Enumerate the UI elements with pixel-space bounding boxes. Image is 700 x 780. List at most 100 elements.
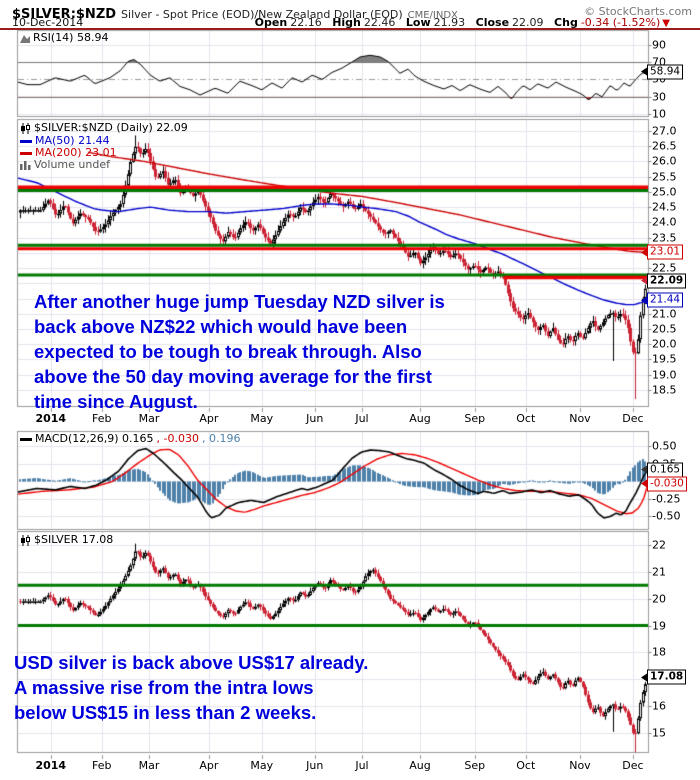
price-legend-label: $SILVER:$NZD (Daily) 22.09 — [34, 121, 188, 134]
x-axis-label: Apr — [199, 759, 219, 772]
ma200-legend-label: MA(200) 23.01 — [35, 146, 117, 159]
candlestick-icon — [21, 122, 30, 134]
x-axis-label: 2014 — [35, 412, 67, 425]
x-axis-label: Jun — [306, 412, 324, 425]
change-value: -0.34 (-1.52%) — [580, 16, 661, 29]
ma50-legend-label: MA(50) 21.44 — [35, 134, 110, 147]
price-label-box: 21.44 — [641, 292, 684, 308]
volume-legend: Volume undef — [20, 159, 110, 171]
price-label-box: 58.94 — [641, 64, 684, 80]
price-label-box: 22.09 — [641, 273, 687, 289]
y-axis-label: 19 — [652, 619, 666, 633]
y-axis-label: 26.5 — [652, 139, 677, 153]
y-axis-label: 20 — [652, 592, 666, 606]
left-arrow-icon — [641, 465, 647, 474]
ticker-description: Silver - Spot Price (EOD)/New Zealand Do… — [121, 8, 403, 21]
y-axis-label: 20.5 — [652, 322, 677, 336]
axis-value-label: 17.08 — [647, 669, 687, 685]
y-axis-label: 24.0 — [652, 215, 677, 229]
y-axis-label: 23.5 — [652, 231, 677, 245]
quote-strip: Open 22.16 High 22.46 Low 21.93 Close 22.09 … — [248, 16, 670, 29]
x-axis-label: Apr — [199, 412, 219, 425]
macd-legend-label: MACD(12,26,9) 0.165 — [35, 432, 154, 445]
chart-header: $SILVER:$NZD Silver - Spot Price (EOD)/Ne… — [12, 3, 458, 22]
rsi-legend: RSI(14) 58.94 — [20, 32, 108, 44]
x-axis-label: Aug — [409, 759, 431, 772]
x-axis-label: Mar — [138, 412, 160, 425]
x-axis-label: Mar — [138, 759, 160, 772]
y-axis-label: -0.50 — [652, 509, 681, 523]
y-axis-label: 25.5 — [652, 170, 677, 184]
price-label-box: 17.08 — [641, 669, 687, 685]
silver-legend: $SILVER 17.08 — [20, 534, 113, 546]
y-axis-label: 18 — [652, 645, 666, 659]
x-axis-label: Jul — [355, 412, 369, 425]
close-value: 22.09 — [512, 16, 544, 29]
axis-value-label: 21.44 — [647, 292, 684, 308]
x-axis-label: Feb — [92, 759, 112, 772]
y-axis-label: 24.5 — [652, 200, 677, 214]
axis-value-label: 23.01 — [647, 244, 684, 260]
price-label-box: 23.01 — [641, 244, 684, 260]
x-axis-label: Feb — [92, 412, 112, 425]
left-arrow-icon — [641, 248, 647, 257]
y-axis-label: 16 — [652, 699, 666, 713]
y-axis-label: 10 — [652, 107, 666, 121]
y-axis-label: 21 — [652, 565, 666, 579]
macd-signal-value: , -0.030 — [156, 432, 199, 445]
macd-legend: MACD(12,26,9) 0.165, -0.030, 0.196 — [20, 433, 240, 445]
ma50-line-icon — [20, 139, 32, 143]
x-axis-label: Oct — [516, 759, 536, 772]
y-axis-label: 27.0 — [652, 124, 677, 138]
axis-value-label: 22.09 — [647, 273, 687, 289]
x-axis-label: Aug — [409, 412, 431, 425]
low-value: 21.93 — [433, 16, 466, 29]
macd-hist-value: , 0.196 — [201, 432, 241, 445]
change-label: Chg — [554, 16, 578, 29]
left-arrow-icon — [641, 67, 647, 76]
silver-legend-label: $SILVER 17.08 — [34, 533, 114, 546]
axis-value-label: 58.94 — [647, 64, 684, 80]
y-axis-label: 22.5 — [652, 261, 677, 275]
x-axis-label: Sep — [464, 412, 486, 425]
y-axis-label: 26.0 — [652, 154, 677, 168]
area-chart-icon — [20, 35, 30, 43]
price-legend: $SILVER:$NZD (Daily) 22.09 — [20, 122, 188, 134]
x-axis-label: Dec — [622, 759, 644, 772]
open-value: 22.16 — [290, 16, 322, 29]
ma50-legend: MA(50) 21.44 — [20, 135, 110, 147]
x-axis-label: Jul — [355, 759, 369, 772]
high-value: 22.46 — [363, 16, 396, 29]
rsi-legend-label: RSI(14) 58.94 — [33, 31, 109, 44]
x-axis-label: Sep — [464, 759, 486, 772]
close-label: Close — [475, 16, 510, 29]
y-axis-label: 25.0 — [652, 185, 677, 199]
ticker-symbol: $SILVER:$NZD — [12, 7, 117, 22]
macd-line-icon — [20, 437, 32, 441]
low-label: Low — [405, 16, 431, 29]
header-divider — [0, 28, 700, 30]
y-axis-label: 15 — [652, 726, 666, 740]
x-axis-label: May — [250, 759, 274, 772]
y-axis-label: -0.25 — [652, 492, 681, 506]
candlestick-icon — [21, 534, 30, 546]
copyright-label: © StockCharts.com — [584, 5, 692, 18]
open-label: Open — [254, 16, 288, 29]
y-axis-label: 20.0 — [652, 337, 677, 351]
axis-value-label: -0.030 — [647, 476, 687, 492]
y-axis-label: 19.5 — [652, 352, 677, 366]
left-arrow-icon — [641, 296, 647, 305]
left-arrow-icon — [641, 276, 647, 285]
x-axis-label: May — [250, 412, 274, 425]
y-axis-label: 18.5 — [652, 383, 677, 397]
usd-annotation-note: USD silver is back above US$17 already. … — [14, 652, 369, 723]
chart-date: 10-Dec-2014 — [12, 16, 84, 29]
volume-legend-label: Volume undef — [34, 158, 110, 171]
high-label: High — [332, 16, 361, 29]
x-axis-label: Dec — [622, 412, 644, 425]
ma200-line-icon — [20, 151, 32, 155]
price-label-box: -0.030 — [641, 476, 687, 492]
y-axis-label: 22 — [652, 538, 666, 552]
